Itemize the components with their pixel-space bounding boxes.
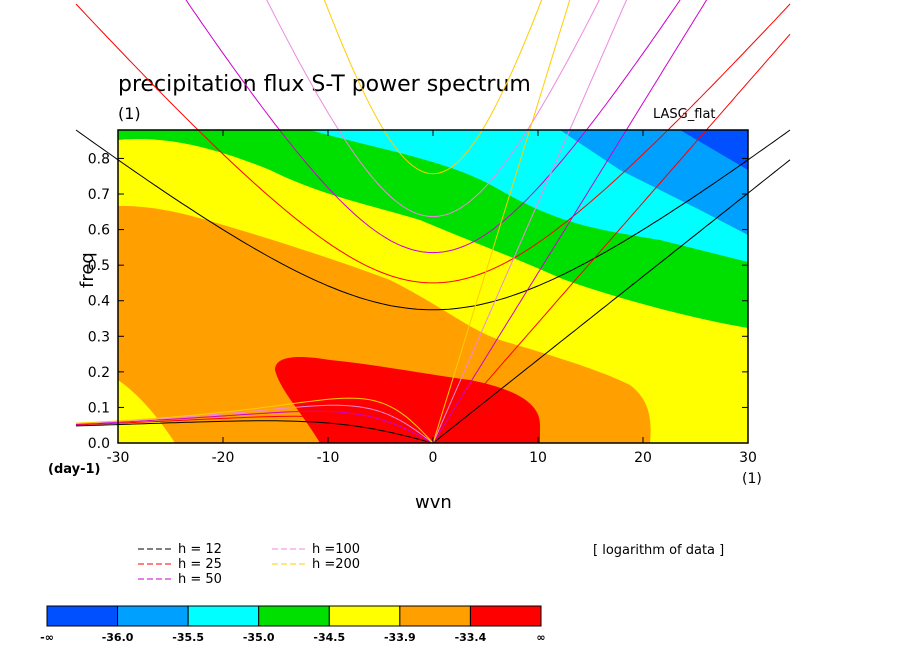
colorbar-segment — [187, 605, 260, 627]
rossby-curve — [75, 420, 434, 444]
y-tick-label: 0.8 — [88, 151, 110, 167]
x-tick-label: -20 — [212, 450, 235, 466]
y-axis-unit: (day-1) — [48, 462, 100, 477]
legend-label: h = 50 — [178, 572, 222, 587]
kelvin-curve — [432, 159, 791, 444]
colorbar-label: ∞ — [536, 631, 545, 644]
colorbar-label: -∞ — [40, 631, 54, 644]
x-tick-label: 20 — [634, 450, 652, 466]
y-tick-label: 0.1 — [88, 400, 110, 416]
colorbar-label: -33.4 — [455, 631, 487, 644]
colorbar-label: -35.5 — [172, 631, 204, 644]
legend-label: h =100 — [312, 542, 360, 557]
colorbar-segment — [399, 605, 471, 627]
fill-level-5b — [118, 380, 175, 443]
y-tick-label: 0.7 — [88, 187, 110, 203]
y-tick-label: 0.2 — [88, 365, 110, 381]
colorbar-segment — [328, 605, 401, 627]
rossby-curve — [75, 415, 434, 444]
x-axis-label: wvn — [415, 492, 452, 513]
rossby-curve — [75, 404, 434, 444]
y-tick-label: 0.3 — [88, 329, 110, 345]
kelvin-curve — [432, 33, 791, 444]
ig-curve — [75, 3, 791, 284]
model-label: LASG_flat — [653, 107, 716, 122]
colorbar-segment — [46, 605, 119, 627]
colorbar-label: -35.0 — [243, 631, 275, 644]
legend-label: h = 25 — [178, 557, 222, 572]
x-tick-label: 30 — [739, 450, 757, 466]
colorbar-label: -34.5 — [313, 631, 345, 644]
x-tick-label: 0 — [429, 450, 438, 466]
y-tick-label: 0.0 — [88, 436, 110, 452]
x-tick-label: 10 — [529, 450, 547, 466]
ig-curve — [75, 129, 791, 311]
y-tick-label: 0.4 — [88, 294, 110, 310]
chart-title: precipitation flux S-T power spectrum — [118, 72, 531, 97]
colorbar-segment — [469, 605, 542, 627]
colorbar-label: -36.0 — [102, 631, 134, 644]
fill-level-7 — [275, 357, 540, 443]
ig-curve — [185, 0, 681, 254]
axis-ticks: -30 -20 -10 0 10 20 30 0.0 0.1 0.2 0.3 0.4 0.5 0.6 0.7… — [88, 130, 757, 466]
legend-label: h = 12 — [178, 542, 222, 557]
colorbar-label: -33.9 — [384, 631, 416, 644]
colorbar-segment — [258, 605, 330, 627]
colorbar-segment — [117, 605, 189, 627]
y-tick-label: 0.6 — [88, 223, 110, 239]
rossby-curve — [75, 397, 434, 444]
kelvin-curve — [432, 0, 708, 444]
dispersion-curves — [75, 0, 791, 444]
kelvin-curve — [432, 0, 571, 444]
x-tick-label: -30 — [107, 450, 130, 466]
fill-level-6 — [118, 205, 651, 443]
x-tick-label: -10 — [317, 450, 340, 466]
contour-fills — [118, 130, 748, 443]
ig-curve — [323, 0, 543, 175]
colorbar: -∞ -36.0 -35.5 -35.0 -34.5 -33.9 -33.4 ∞ — [40, 605, 546, 644]
x-axis-unit: (1) — [742, 471, 762, 487]
ig-curve — [266, 0, 600, 218]
kelvin-curve — [432, 0, 628, 444]
legend-label: h =200 — [312, 557, 360, 572]
log-note: [ logarithm of data ] — [593, 543, 724, 558]
y-tick-label: 0.5 — [88, 258, 110, 274]
rossby-curve — [75, 410, 434, 444]
title-unit: (1) — [118, 104, 141, 123]
y-axis-label: freq — [77, 252, 98, 288]
